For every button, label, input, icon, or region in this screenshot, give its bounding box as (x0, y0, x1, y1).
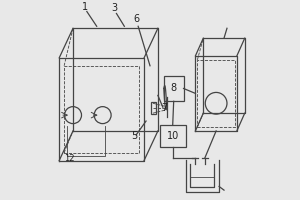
Text: 6: 6 (133, 14, 139, 24)
Bar (151, 102, 156, 114)
Text: 3: 3 (111, 3, 118, 13)
Text: 10: 10 (167, 131, 179, 141)
Text: 7: 7 (162, 103, 168, 113)
Text: 1: 1 (82, 2, 88, 12)
Text: 5: 5 (131, 131, 137, 141)
Text: 12: 12 (64, 154, 74, 163)
Bar (164, 76, 184, 101)
Bar (160, 125, 185, 147)
Text: 8: 8 (171, 83, 177, 93)
